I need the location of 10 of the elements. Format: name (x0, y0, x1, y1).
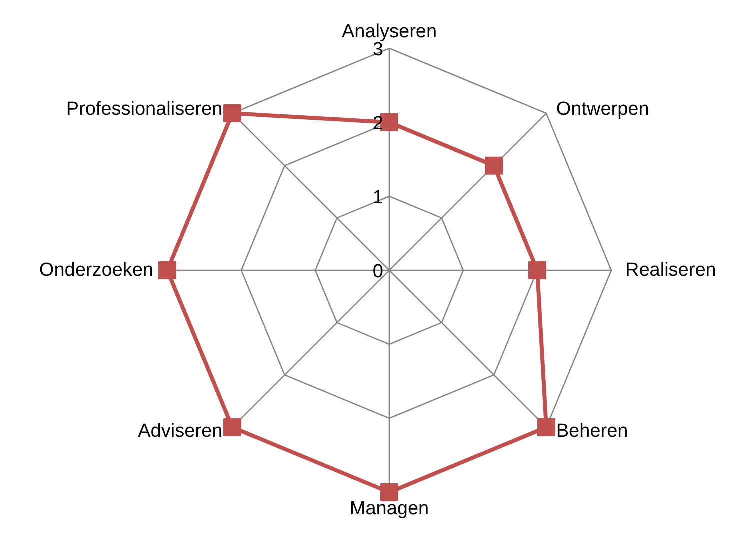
spoke-label: Adviseren (138, 421, 223, 442)
y-tick-label: 1 (372, 188, 384, 208)
spoke-label: Realiseren (626, 260, 716, 281)
y-tick-label: 0 (372, 262, 384, 282)
spoke-label: Analyseren (342, 22, 438, 42)
spoke-label: Professionaliseren (66, 98, 223, 120)
spoke-label: Beheren (556, 421, 628, 442)
spoke-label: Ontwerpen (556, 98, 650, 120)
spoke-label: Onderzoeken (39, 260, 154, 281)
spoke-label: Managen (350, 498, 430, 520)
